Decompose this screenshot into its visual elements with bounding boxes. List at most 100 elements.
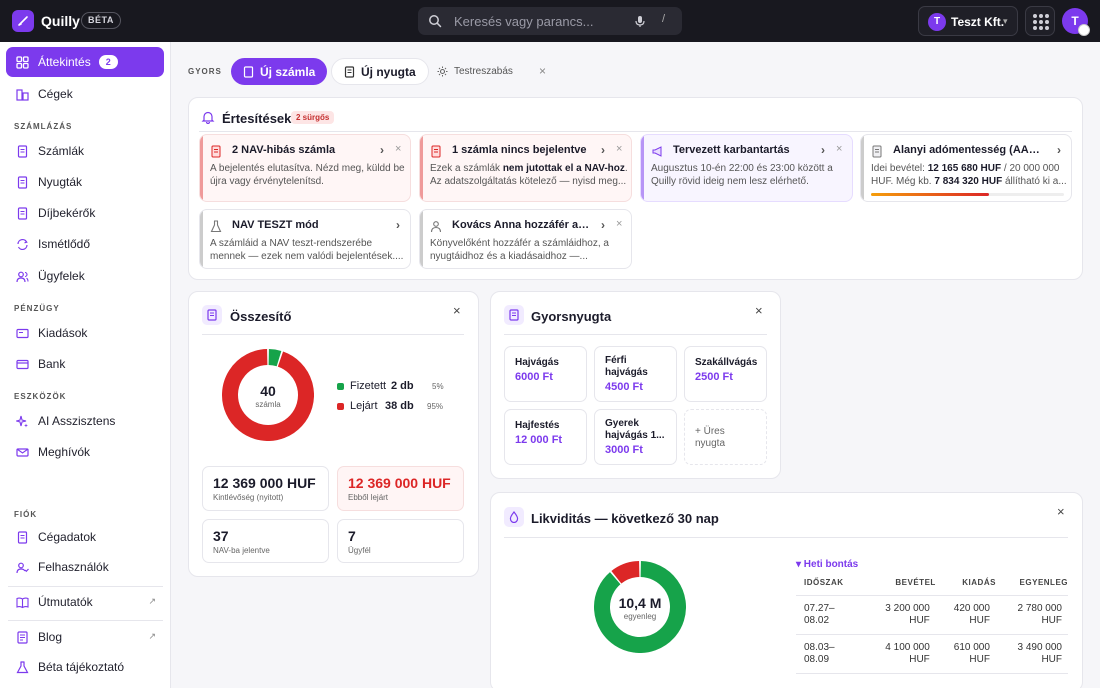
new-invoice-button[interactable]: Új számla [231, 58, 328, 85]
receipt-icon [17, 175, 28, 189]
divider [504, 537, 1068, 538]
divider [199, 131, 1072, 132]
sidebar-item-receipts[interactable]: Nyugták [6, 167, 164, 197]
quick-receipt-item[interactable]: Hajfestés 12 000 Ft [504, 409, 587, 465]
chevron-down-icon: ▾ [1003, 16, 1008, 26]
liquidity-title: Likviditás — következő 30 nap [531, 511, 719, 526]
bell-icon [201, 111, 215, 124]
sidebar-item-clients[interactable]: Ügyfelek [6, 261, 164, 291]
notification-not-reported[interactable]: 1 számla nincs bejelentve › × Ezek a szá… [419, 134, 632, 202]
divider [8, 586, 163, 587]
droplet-icon [504, 507, 524, 527]
divider [504, 334, 767, 335]
company-switcher[interactable]: T Teszt Kft. ▾ [918, 6, 1018, 36]
column-header: KIADÁS [935, 578, 996, 596]
quick-receipt-item[interactable]: Gyerek hajvágás 1... 3000 Ft [594, 409, 677, 465]
sidebar-item-blog[interactable]: Blog ↗ [6, 622, 164, 652]
close-liquidity-icon[interactable]: × [1057, 504, 1065, 519]
table-row: 07.27– 08.02 3 200 000 HUF 420 000 HUF 2… [796, 595, 1068, 635]
receipt-icon [504, 305, 524, 325]
microphone-icon[interactable] [634, 15, 646, 28]
donut-segment [222, 349, 314, 441]
weekly-breakdown-toggle[interactable]: ▾ Heti bontás [796, 559, 859, 570]
quick-receipt-item[interactable]: Férfi hajvágás 4500 Ft [594, 346, 677, 402]
document-icon [17, 144, 28, 158]
search-bar[interactable]: / [418, 7, 682, 35]
sidebar-item-users[interactable]: Felhasználók [6, 552, 164, 582]
divider [202, 334, 464, 335]
top-bar: Quilly BÉTA / T Teszt Kft. ▾ T [0, 0, 1100, 42]
sidebar-item-fee-requests[interactable]: Díjbekérők [6, 198, 164, 228]
quick-label: GYORS [188, 67, 222, 76]
quilly-logo-icon[interactable] [12, 10, 34, 32]
sidebar-item-expenses[interactable]: Kiadások [6, 318, 164, 348]
chevron-right-icon[interactable]: › [1057, 143, 1061, 157]
chevron-right-icon[interactable]: › [601, 218, 605, 232]
book-icon [16, 597, 29, 608]
dismiss-icon[interactable]: × [395, 143, 402, 155]
legend-swatch [337, 383, 344, 390]
quick-receipt-item[interactable]: Szakállvágás 2500 Ft [684, 346, 767, 402]
section-money: PÉNZÜGY [14, 304, 60, 313]
chevron-right-icon[interactable]: › [396, 218, 400, 232]
donut-total-label: számla [255, 400, 281, 409]
close-summary-icon[interactable]: × [453, 303, 461, 318]
wallet-icon [16, 328, 29, 338]
sidebar-item-guides[interactable]: Útmutatók ↗ [6, 587, 164, 617]
blog-icon [17, 630, 28, 644]
notifications-title: Értesítések [222, 111, 292, 126]
flask-icon [16, 660, 29, 673]
sidebar-item-company-data[interactable]: Cégadatok [6, 522, 164, 552]
bank-icon [16, 359, 29, 369]
add-empty-receipt-button[interactable]: + Üres nyugta [684, 409, 767, 465]
donut-segment [268, 349, 282, 367]
section-billing: SZÁMLÁZÁS [14, 122, 73, 131]
dismiss-icon[interactable]: × [616, 218, 623, 230]
stat-nav-reported: 37 NAV-ba jelentve [202, 519, 329, 563]
aam-progress-track [871, 193, 1064, 196]
section-account: FIÓK [14, 510, 38, 519]
beta-badge: BÉTA [81, 12, 121, 29]
notification-accountant-access[interactable]: Kovács Anna hozzáfér a cé... › × Könyvel… [419, 209, 632, 269]
customize-button[interactable]: Testreszabás [425, 58, 525, 85]
dashboard-icon [16, 55, 29, 69]
close-quick-receipt-icon[interactable]: × [755, 303, 763, 318]
apps-grid-button[interactable] [1025, 6, 1055, 36]
repeat-icon [17, 238, 28, 250]
dismiss-icon[interactable]: × [616, 143, 623, 155]
user-avatar[interactable]: T [1062, 8, 1090, 36]
notification-aam[interactable]: Alanyi adómentesség (AAM) é... › Idei be… [860, 134, 1072, 202]
chevron-right-icon[interactable]: › [821, 143, 825, 157]
sidebar-item-overview[interactable]: Áttekintés 2 [6, 47, 164, 77]
liquidity-balance-label: egyenleg [623, 612, 657, 621]
chevron-right-icon[interactable]: › [380, 143, 384, 157]
sidebar-item-invoices[interactable]: Számlák [6, 136, 164, 166]
document-icon [202, 305, 222, 325]
summary-title: Összesítő [230, 309, 292, 324]
divider [8, 620, 163, 621]
sidebar-item-bank[interactable]: Bank [6, 349, 164, 379]
sidebar-item-beta-info[interactable]: Béta tájékoztató [6, 652, 164, 682]
notification-maintenance[interactable]: Tervezett karbantartás › × Augusztus 10-… [640, 134, 853, 202]
sidebar-item-companies[interactable]: Cégek [6, 79, 164, 109]
notification-nav-errors[interactable]: 2 NAV-hibás számla › × A bejelentés elut… [199, 134, 411, 202]
flask-icon [210, 220, 222, 233]
liquidity-donut [594, 561, 686, 653]
notification-nav-test[interactable]: NAV TESZT mód › A számláid a NAV teszt-r… [199, 209, 411, 269]
document-icon [211, 145, 221, 158]
app-name[interactable]: Quilly [41, 13, 80, 29]
sidebar-item-invites[interactable]: Meghívók [6, 437, 164, 467]
chevron-right-icon[interactable]: › [601, 143, 605, 157]
close-quick-icon[interactable]: × [539, 64, 547, 78]
sidebar-item-recurring[interactable]: Ismétlődő [6, 229, 164, 259]
gear-icon [437, 66, 448, 77]
search-input[interactable] [454, 11, 624, 31]
new-receipt-button[interactable]: Új nyugta [331, 58, 429, 85]
sidebar-item-ai-assistant[interactable]: AI Asszisztens [6, 406, 164, 436]
table-row: 08.03– 08.09 4 100 000 HUF 610 000 HUF 3… [796, 634, 1068, 674]
column-header: BEVÉTEL [863, 578, 936, 596]
dismiss-icon[interactable]: × [836, 143, 843, 155]
sparkle-icon [16, 415, 28, 427]
shortcut-hint: / [662, 13, 666, 25]
quick-receipt-item[interactable]: Hajvágás 6000 Ft [504, 346, 587, 402]
